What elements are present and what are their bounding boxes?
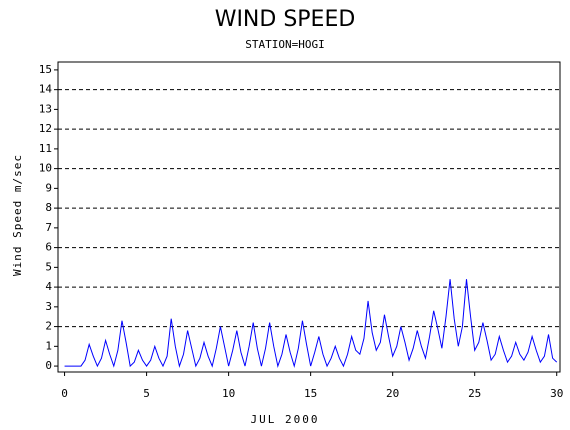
x-tick-label: 15	[304, 387, 317, 400]
y-tick-label: 14	[39, 83, 53, 96]
x-tick-label: 30	[550, 387, 563, 400]
y-tick-label: 0	[45, 359, 52, 372]
x-tick-label: 5	[143, 387, 150, 400]
chart-subtitle: STATION=HOGI	[245, 38, 324, 51]
y-tick-label: 3	[45, 300, 52, 313]
y-tick-label: 13	[39, 102, 52, 115]
x-tick-label: 20	[386, 387, 399, 400]
chart-title: WIND SPEED	[215, 7, 356, 32]
y-tick-label: 12	[39, 122, 52, 135]
y-tick-label: 9	[45, 181, 52, 194]
x-axis-label: JUL 2000	[251, 413, 320, 426]
y-tick-label: 5	[45, 260, 52, 273]
y-tick-label: 4	[45, 280, 52, 293]
x-tick-label: 0	[61, 387, 68, 400]
plot-frame	[57, 61, 561, 373]
y-tick-label: 2	[45, 320, 52, 333]
data-line	[64, 279, 558, 369]
x-tick-label: 10	[222, 387, 235, 400]
y-tick-label: 1	[45, 339, 52, 352]
y-tick-label: 7	[45, 221, 52, 234]
y-tick-label: 10	[39, 162, 52, 175]
y-axis-label: Wind Speed m/sec	[11, 154, 24, 276]
x-tick-label: 25	[468, 387, 481, 400]
y-tick-label: 15	[39, 63, 52, 76]
y-tick-label: 6	[45, 241, 52, 254]
y-tick-label: 8	[45, 201, 52, 214]
y-tick-label: 11	[39, 142, 52, 155]
